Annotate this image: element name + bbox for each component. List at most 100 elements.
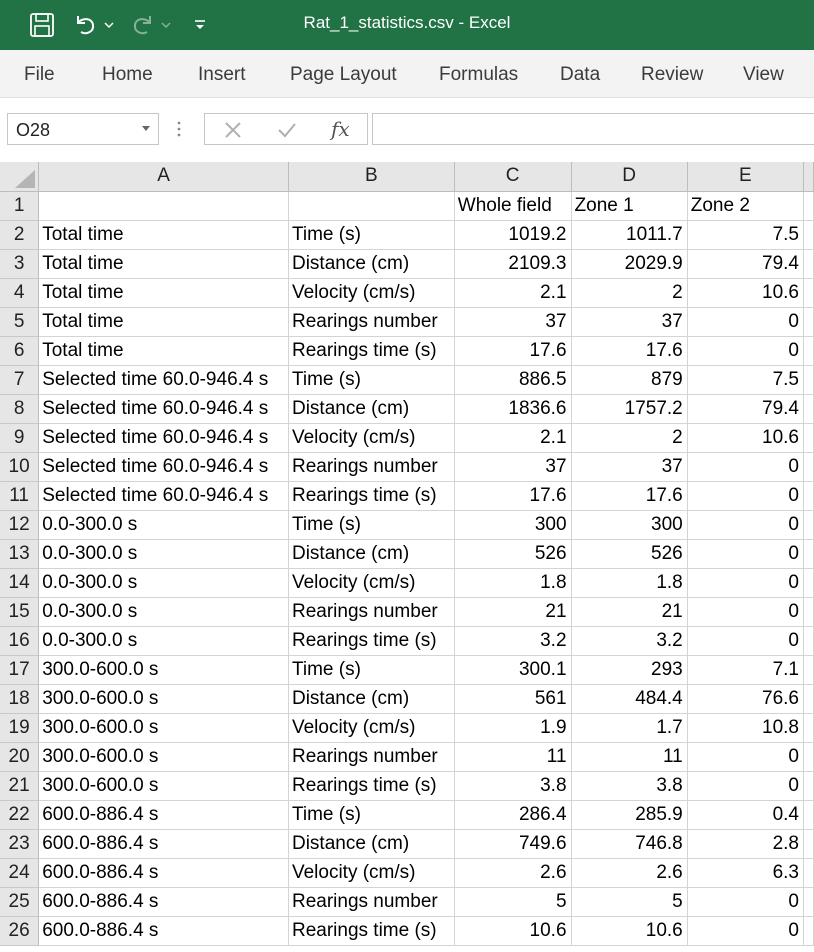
- cell-a[interactable]: 300.0-600.0 s: [38, 713, 289, 743]
- cell-b[interactable]: Distance (cm): [288, 539, 455, 569]
- cell-c[interactable]: 21: [454, 597, 572, 627]
- row-header[interactable]: 7: [0, 365, 40, 395]
- cell-e[interactable]: 0: [687, 452, 804, 482]
- cell-e[interactable]: 76.6: [687, 684, 804, 714]
- cell-c[interactable]: 300.1: [454, 655, 572, 685]
- cell-a[interactable]: Total time: [38, 307, 289, 337]
- column-header-b[interactable]: B: [288, 162, 455, 192]
- tab-insert[interactable]: Insert: [198, 64, 246, 85]
- row-header[interactable]: 17: [0, 655, 40, 685]
- tab-data[interactable]: Data: [560, 64, 601, 85]
- cell-e[interactable]: 0: [687, 626, 804, 656]
- cell-e[interactable]: 0: [687, 916, 804, 946]
- select-all-button[interactable]: [0, 162, 40, 192]
- cell-f[interactable]: [803, 249, 814, 279]
- cell-e[interactable]: 6.3: [687, 858, 804, 888]
- cell-b[interactable]: Distance (cm): [288, 394, 455, 424]
- row-header[interactable]: 1: [0, 191, 40, 221]
- cell-f[interactable]: [803, 887, 814, 917]
- row-header[interactable]: 2: [0, 220, 40, 250]
- cell-d[interactable]: 879: [571, 365, 688, 395]
- cell-f[interactable]: [803, 626, 814, 656]
- cell-b[interactable]: Time (s): [288, 655, 455, 685]
- cell-e[interactable]: 10.6: [687, 423, 804, 453]
- cell-b[interactable]: Rearings time (s): [288, 916, 455, 946]
- cell-c[interactable]: 37: [454, 452, 572, 482]
- cell-d[interactable]: 484.4: [571, 684, 688, 714]
- cell-d[interactable]: 2029.9: [571, 249, 688, 279]
- cell-a[interactable]: 0.0-300.0 s: [38, 568, 289, 598]
- cell-d[interactable]: 285.9: [571, 800, 688, 830]
- cell-b[interactable]: Time (s): [288, 800, 455, 830]
- cell-b[interactable]: Velocity (cm/s): [288, 713, 455, 743]
- cell-c[interactable]: 2.6: [454, 858, 572, 888]
- tab-view[interactable]: View: [743, 64, 784, 85]
- cell-e[interactable]: 0: [687, 568, 804, 598]
- cell-f[interactable]: [803, 452, 814, 482]
- cell-c[interactable]: 526: [454, 539, 572, 569]
- cell-c[interactable]: 37: [454, 307, 572, 337]
- cell-d[interactable]: 1.8: [571, 568, 688, 598]
- row-header[interactable]: 6: [0, 336, 40, 366]
- cell-f[interactable]: [803, 336, 814, 366]
- cell-d[interactable]: 3.2: [571, 626, 688, 656]
- tab-file[interactable]: File: [24, 64, 55, 85]
- cell-f[interactable]: [803, 278, 814, 308]
- cell-d[interactable]: 300: [571, 510, 688, 540]
- cell-c[interactable]: 1.8: [454, 568, 572, 598]
- cell-f[interactable]: [803, 191, 814, 221]
- cell-f[interactable]: [803, 655, 814, 685]
- cell-b[interactable]: Velocity (cm/s): [288, 568, 455, 598]
- cell-a[interactable]: Total time: [38, 249, 289, 279]
- cell-c[interactable]: 2.1: [454, 423, 572, 453]
- tab-page-layout[interactable]: Page Layout: [290, 64, 397, 85]
- row-header[interactable]: 22: [0, 800, 40, 830]
- cell-d[interactable]: 21: [571, 597, 688, 627]
- column-header-a[interactable]: A: [38, 162, 289, 192]
- cell-e[interactable]: 0: [687, 336, 804, 366]
- cell-a[interactable]: 300.0-600.0 s: [38, 742, 289, 772]
- cell-a[interactable]: 600.0-886.4 s: [38, 829, 289, 859]
- cell-b[interactable]: Velocity (cm/s): [288, 423, 455, 453]
- cell-b[interactable]: Time (s): [288, 365, 455, 395]
- cell-f[interactable]: [803, 220, 814, 250]
- cell-a[interactable]: Selected time 60.0-946.4 s: [38, 423, 289, 453]
- insert-function-icon[interactable]: fx: [331, 117, 350, 141]
- row-header[interactable]: 26: [0, 916, 40, 946]
- cell-f[interactable]: [803, 916, 814, 946]
- cell-b[interactable]: [288, 191, 455, 221]
- cell-b[interactable]: Rearings time (s): [288, 626, 455, 656]
- cell-d[interactable]: 2.6: [571, 858, 688, 888]
- cell-c[interactable]: 1836.6: [454, 394, 572, 424]
- cell-f[interactable]: [803, 858, 814, 888]
- cell-a[interactable]: [38, 191, 289, 221]
- cell-e[interactable]: 0: [687, 771, 804, 801]
- row-header[interactable]: 23: [0, 829, 40, 859]
- cell-e[interactable]: 0: [687, 887, 804, 917]
- row-header[interactable]: 10: [0, 452, 40, 482]
- cell-b[interactable]: Rearings time (s): [288, 481, 455, 511]
- cell-b[interactable]: Distance (cm): [288, 829, 455, 859]
- cell-c[interactable]: 5: [454, 887, 572, 917]
- customize-qat-icon[interactable]: [192, 11, 208, 39]
- cell-f[interactable]: [803, 597, 814, 627]
- cell-c[interactable]: 286.4: [454, 800, 572, 830]
- cell-c[interactable]: 2109.3: [454, 249, 572, 279]
- cell-a[interactable]: 0.0-300.0 s: [38, 597, 289, 627]
- cell-d[interactable]: 3.8: [571, 771, 688, 801]
- cell-d[interactable]: 17.6: [571, 336, 688, 366]
- cell-f[interactable]: [803, 307, 814, 337]
- cell-c[interactable]: 300: [454, 510, 572, 540]
- cell-d[interactable]: 37: [571, 452, 688, 482]
- cell-e[interactable]: 7.5: [687, 220, 804, 250]
- cell-e[interactable]: 0: [687, 539, 804, 569]
- cell-d[interactable]: 2: [571, 423, 688, 453]
- cell-b[interactable]: Rearings time (s): [288, 771, 455, 801]
- cell-d[interactable]: 1.7: [571, 713, 688, 743]
- cell-a[interactable]: 600.0-886.4 s: [38, 887, 289, 917]
- column-header-e[interactable]: E: [687, 162, 804, 192]
- cell-d[interactable]: 526: [571, 539, 688, 569]
- row-header[interactable]: 8: [0, 394, 40, 424]
- row-header[interactable]: 19: [0, 713, 40, 743]
- row-header[interactable]: 13: [0, 539, 40, 569]
